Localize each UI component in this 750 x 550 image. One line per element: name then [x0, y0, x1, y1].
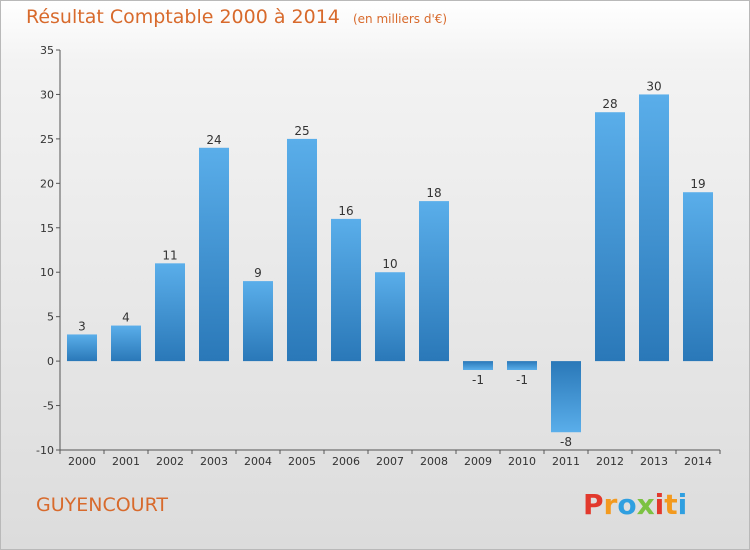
y-tick-label: 30 [40, 88, 54, 101]
data-label: 9 [254, 266, 262, 280]
logo-letter: i [654, 488, 665, 521]
bar [419, 201, 449, 362]
data-label: 3 [78, 319, 86, 333]
bars [67, 94, 713, 433]
axes: -10 -5 0 5 10 15 20 25 30 35 2000 2001 2002 2003 2004 2… [36, 44, 721, 468]
data-label: 18 [426, 186, 441, 200]
x-tick-label: 2012 [596, 455, 624, 468]
bar [67, 334, 97, 362]
value-labels: 3 4 11 24 9 25 16 10 18 -1 -1 -8 28 30 19 [78, 79, 705, 449]
y-tick-label: 0 [47, 355, 54, 368]
bar [111, 325, 141, 362]
y-tick-label: 10 [40, 266, 54, 279]
x-tick-label: 2000 [68, 455, 96, 468]
x-tick-label: 2011 [552, 455, 580, 468]
bar [683, 192, 713, 362]
y-tick-label: 35 [40, 44, 54, 57]
bar [287, 138, 317, 362]
x-tick-label: 2001 [112, 455, 140, 468]
data-label: -1 [472, 373, 484, 387]
city-name: GUYENCOURT [36, 494, 169, 516]
data-label: 24 [206, 133, 221, 147]
bar [551, 361, 581, 433]
x-tick-label: 2013 [640, 455, 668, 468]
x-tick-label: 2005 [288, 455, 316, 468]
bar [331, 218, 361, 362]
y-tick-label: -5 [43, 400, 54, 413]
data-label: 11 [162, 248, 177, 262]
bar [375, 272, 405, 362]
bar [463, 361, 493, 370]
y-tick-label: 5 [47, 311, 54, 324]
bar [155, 263, 185, 362]
x-tick-label: 2002 [156, 455, 184, 468]
x-tick-label: 2006 [332, 455, 360, 468]
data-label: 28 [602, 97, 617, 111]
bar [507, 361, 537, 370]
bar [595, 112, 625, 362]
x-tick-label: 2008 [420, 455, 448, 468]
x-tick-label: 2003 [200, 455, 228, 468]
logo-letter: P [583, 488, 604, 521]
x-tick-label: 2009 [464, 455, 492, 468]
data-label: -1 [516, 373, 528, 387]
data-label: 30 [646, 79, 661, 93]
x-tick-label: 2004 [244, 455, 272, 468]
data-label: 25 [294, 124, 309, 138]
x-tick-label: 2007 [376, 455, 404, 468]
logo-letter: o [617, 488, 637, 521]
y-tick-label: 20 [40, 177, 54, 190]
x-tick-label: 2014 [684, 455, 712, 468]
logo-letter: r [603, 488, 618, 521]
data-label: 10 [382, 257, 397, 271]
chart-title-unit: (en milliers d'€) [352, 12, 448, 26]
chart-title: Résultat Comptable 2000 à 2014 (en milli… [26, 6, 447, 28]
data-label: 4 [122, 311, 130, 325]
data-label: -8 [560, 435, 572, 449]
bar [639, 94, 669, 362]
logo-letter: x [636, 488, 655, 521]
logo-letter: i [677, 488, 688, 521]
chart-title-main: Résultat Comptable 2000 à 2014 [26, 6, 340, 28]
bar [243, 281, 273, 362]
logo-letter: t [664, 488, 678, 521]
y-tick-label: 25 [40, 133, 54, 146]
proxiti-logo: Proxiti [583, 488, 687, 521]
data-label: 19 [690, 177, 705, 191]
y-tick-label: 15 [40, 222, 54, 235]
x-tick-label: 2010 [508, 455, 536, 468]
y-tick-label: -10 [36, 444, 54, 457]
bar [199, 147, 229, 362]
data-label: 16 [338, 204, 353, 218]
